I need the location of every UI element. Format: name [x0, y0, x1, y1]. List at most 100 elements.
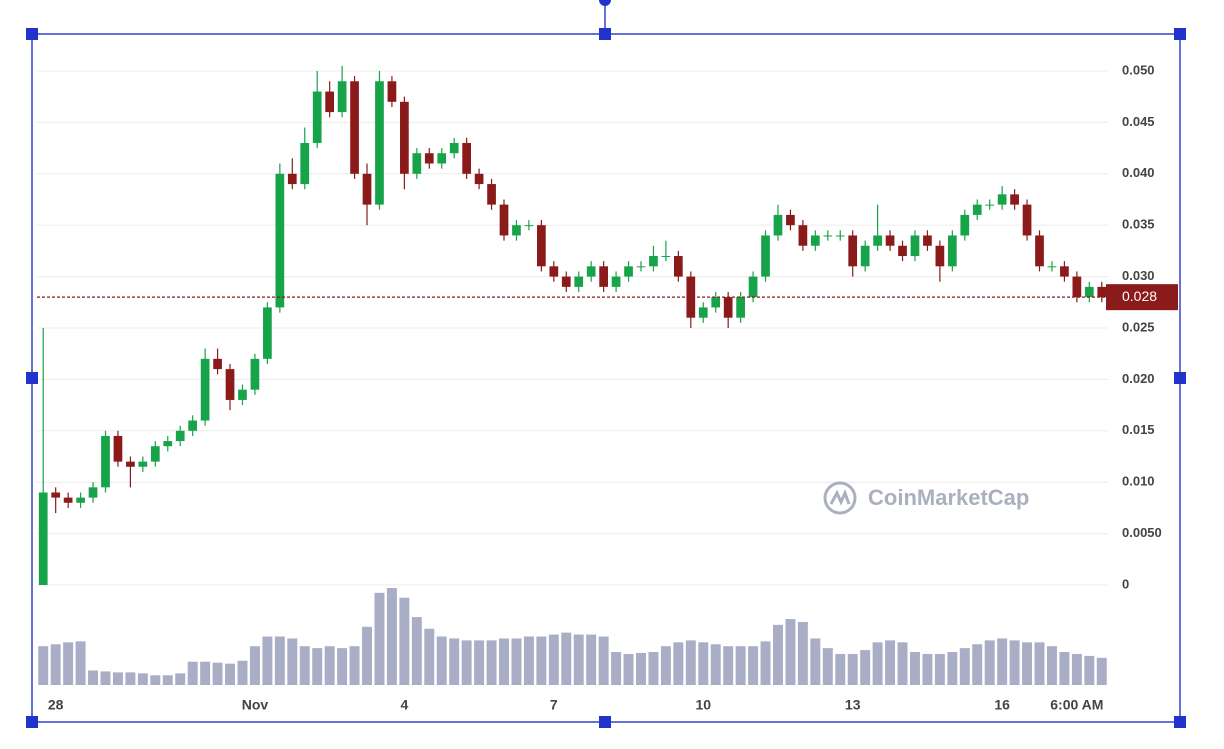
candle-body: [1072, 276, 1082, 298]
handle[interactable]: [1174, 28, 1186, 40]
x-tick-label: 4: [400, 697, 408, 713]
candle-body: [424, 153, 434, 164]
candle-body: [910, 235, 920, 257]
x-tick-label: 10: [695, 697, 711, 713]
candle-body: [1022, 204, 1032, 236]
volume-bar: [287, 638, 298, 685]
volume-bar: [424, 628, 435, 685]
watermark: CoinMarketCap: [823, 481, 1029, 515]
candle-body: [537, 225, 546, 267]
volume-bar: [63, 642, 74, 685]
handle[interactable]: [599, 28, 611, 40]
volume-bar: [125, 672, 136, 685]
current-price-label: 0.028: [1122, 288, 1157, 304]
handle[interactable]: [1174, 372, 1186, 384]
candle-body: [1060, 266, 1069, 277]
volume-bar: [822, 648, 833, 685]
volume-bar: [872, 642, 883, 685]
candle-body: [972, 204, 982, 215]
candle-body: [835, 235, 845, 237]
volume-bar: [698, 642, 709, 685]
watermark-logo: [823, 481, 857, 515]
volume-bar: [137, 673, 148, 685]
candle-body: [1097, 286, 1107, 298]
volume-bar: [847, 653, 858, 685]
candle-body: [200, 358, 210, 421]
candle-body: [499, 204, 509, 236]
candle-body: [549, 266, 559, 277]
volume-bar: [399, 597, 410, 685]
volume-bar: [225, 663, 236, 685]
candle-body: [250, 358, 260, 390]
volume-bar: [773, 624, 783, 685]
volume-bar: [623, 653, 634, 685]
volume-bar: [835, 653, 846, 685]
candle-body: [773, 214, 783, 236]
selection-frame: [26, 0, 1186, 728]
x-tick-label: 7: [550, 697, 558, 713]
watermark-logo: [829, 488, 851, 506]
volume-bar: [710, 644, 721, 685]
handle[interactable]: [1174, 716, 1186, 728]
volume-bar: [885, 640, 896, 685]
volume-bar: [237, 660, 248, 685]
handle[interactable]: [26, 372, 38, 384]
candle-body: [287, 173, 297, 185]
y-tick-label: 0.035: [1122, 217, 1155, 232]
volume-bar: [337, 648, 348, 685]
volume-bar: [511, 638, 522, 685]
volume-bar: [1009, 640, 1020, 685]
volume-bar: [262, 636, 273, 685]
candle-body: [474, 173, 484, 185]
candle-body: [574, 276, 584, 287]
candle-body: [188, 420, 198, 431]
volume-bar: [274, 636, 285, 685]
candle-body: [673, 256, 683, 277]
volume-bar: [897, 642, 908, 685]
volume-bar: [636, 652, 646, 685]
volume-bar: [611, 652, 622, 685]
volume-bar: [1022, 642, 1033, 685]
volume-bar: [523, 636, 534, 685]
candle-body: [748, 276, 758, 298]
volume-bar: [175, 673, 186, 685]
volume-bar: [922, 653, 933, 685]
candle-body: [175, 430, 185, 442]
candle-body: [848, 235, 858, 267]
volume-bar: [1096, 657, 1107, 685]
y-tick-label: 0: [1122, 576, 1129, 591]
candle-body: [213, 358, 222, 370]
candle-body: [885, 235, 895, 246]
volume-bar: [349, 646, 360, 685]
handle[interactable]: [26, 716, 38, 728]
candle-body: [150, 446, 160, 462]
candle-body: [375, 81, 384, 205]
candle-body: [923, 235, 932, 246]
y-tick-label: 0.025: [1122, 319, 1155, 334]
y-tick-label: 0.030: [1122, 268, 1155, 283]
volume-bar: [972, 644, 983, 685]
candle-body: [661, 256, 671, 258]
candle-body: [810, 235, 820, 246]
x-tick-label: 28: [48, 697, 64, 713]
volume-bar: [748, 646, 759, 685]
candle-body: [412, 153, 422, 174]
volume-bar: [1071, 653, 1082, 685]
rotate-handle[interactable]: [599, 0, 611, 6]
volume-bar: [909, 652, 920, 685]
candle-body: [736, 297, 745, 318]
handle[interactable]: [599, 716, 611, 728]
candle-body: [387, 81, 397, 102]
x-tick-label: 13: [845, 697, 861, 713]
candle-body: [1010, 194, 1019, 205]
volume-bar: [212, 662, 223, 685]
volume-bar: [449, 638, 460, 685]
volume-bar: [959, 648, 970, 685]
volume-bar: [187, 661, 198, 685]
handle[interactable]: [26, 28, 38, 40]
candle-body: [51, 492, 61, 498]
candle-body: [636, 266, 646, 268]
volume-bar: [1059, 652, 1070, 685]
volume-bar: [673, 642, 684, 685]
volume-bar: [461, 640, 472, 685]
